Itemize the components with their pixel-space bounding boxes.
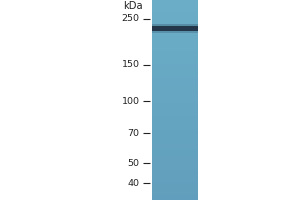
Text: kDa: kDa [123, 1, 142, 11]
Text: 40: 40 [128, 179, 140, 188]
Text: 50: 50 [128, 159, 140, 168]
Text: 70: 70 [128, 129, 140, 138]
Text: 100: 100 [122, 97, 140, 106]
Text: 250: 250 [122, 14, 140, 23]
Text: 150: 150 [122, 60, 140, 69]
